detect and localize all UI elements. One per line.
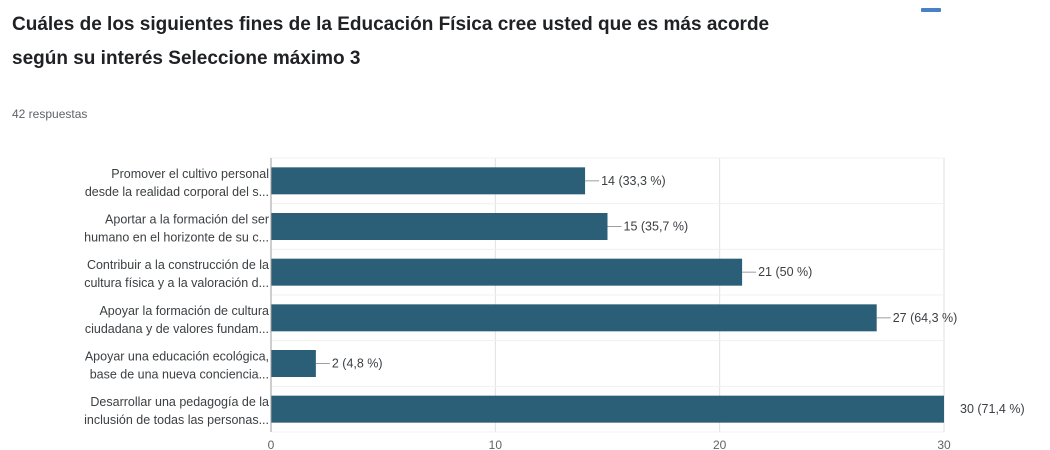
category-label-1-0: Aportar a la formación del ser [105,213,269,227]
x-tick-label-2: 20 [713,438,727,450]
bar-0 [271,167,586,195]
category-label-2-0: Contribuir a la construcción de la [87,258,269,272]
bar-value-label-3: 27 (64,3 %) [893,311,958,325]
bar-3 [271,304,877,332]
bar-value-label-4: 2 (4,8 %) [332,357,383,371]
response-count: 42 respuestas [12,107,88,121]
x-tick-label-0: 0 [268,438,275,450]
category-label-0-1: desde la realidad corporal del s... [85,185,269,199]
title-line-1: Cuáles de los siguientes fines de la Edu… [12,14,770,35]
bar-value-label-0: 14 (33,3 %) [601,174,666,188]
category-label-3-1: ciudadana y de valores fundam... [85,322,269,336]
bar-4 [271,350,316,377]
bar-5 [271,395,944,423]
category-label-5-0: Desarrollar una pedagogía de la [90,395,269,409]
x-tick-label-1: 10 [489,438,503,450]
category-label-0-0: Promover el cultivo personal [111,167,269,181]
chart-title: Cuáles de los siguientes fines de la Edu… [12,8,912,76]
bar-value-label-5: 30 (71,4 %) [960,402,1025,416]
copy-icon[interactable] [921,8,941,12]
category-label-5-1: inclusión de todas las personas... [84,413,269,427]
category-label-1-1: humano en el horizonte de su c... [84,231,269,245]
category-label-2-1: cultura física y a la valoración d... [84,276,269,290]
category-label-4-1: base de una nueva conciencia... [90,368,269,382]
category-label-4-0: Apoyar una educación ecológica, [85,350,269,364]
bar-1 [271,213,608,240]
category-label-3-0: Apoyar la formación de cultura [99,304,269,318]
bar-value-label-1: 15 (35,7 %) [624,220,689,234]
bar-2 [271,258,743,286]
x-tick-label-3: 30 [937,438,951,450]
title-line-2: según su interés Seleccione máximo 3 [12,48,361,69]
bar-value-label-2: 21 (50 %) [758,265,812,279]
